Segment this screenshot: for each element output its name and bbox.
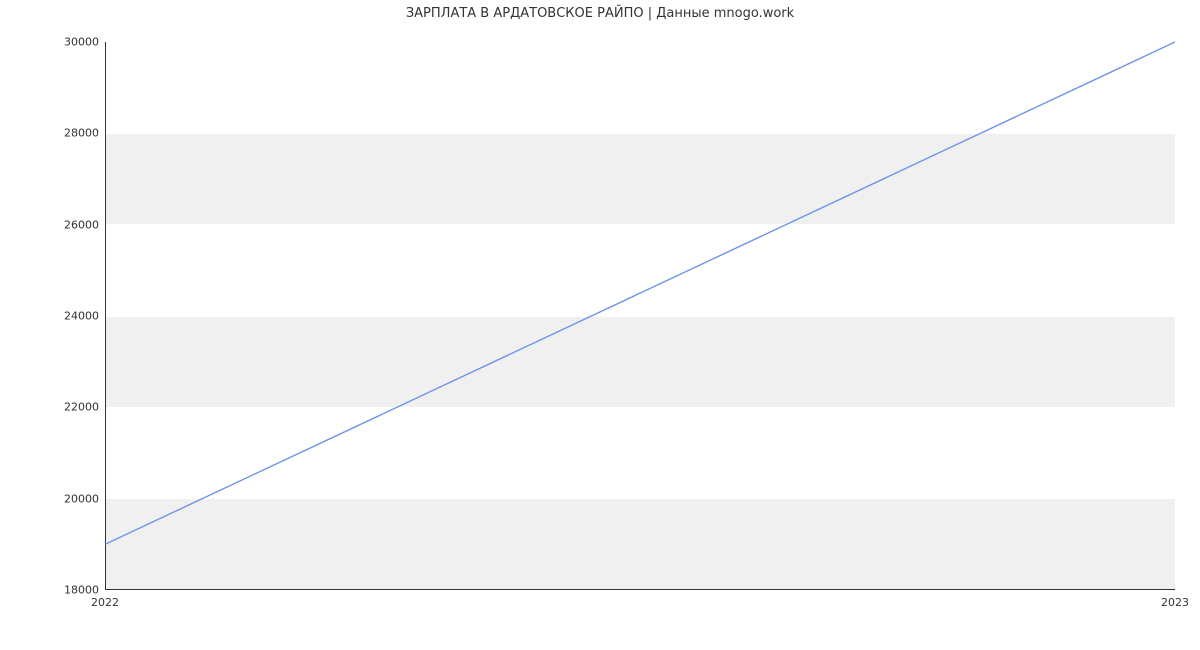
y-tick-label: 28000 <box>64 127 105 140</box>
y-tick-label: 22000 <box>64 401 105 414</box>
line-layer <box>105 42 1175 590</box>
series-line <box>105 42 1175 544</box>
y-tick-label: 30000 <box>64 36 105 49</box>
y-tick-label: 26000 <box>64 218 105 231</box>
salary-line-chart: ЗАРПЛАТА В АРДАТОВСКОЕ РАЙПО | Данные mn… <box>0 0 1200 650</box>
y-tick-label: 24000 <box>64 310 105 323</box>
plot-area: 1800020000220002400026000280003000020222… <box>105 42 1175 590</box>
x-tick-label: 2022 <box>91 590 119 609</box>
y-tick-label: 20000 <box>64 492 105 505</box>
chart-title: ЗАРПЛАТА В АРДАТОВСКОЕ РАЙПО | Данные mn… <box>0 6 1200 21</box>
x-tick-label: 2023 <box>1161 590 1189 609</box>
